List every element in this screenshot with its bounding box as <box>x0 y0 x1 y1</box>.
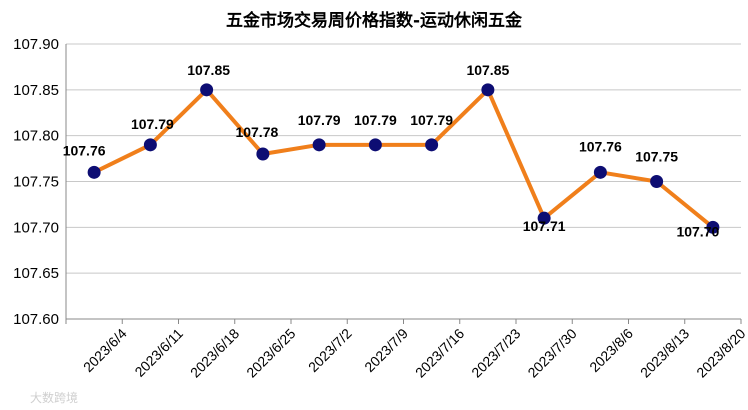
series-line <box>93 87 715 229</box>
data-point <box>593 165 607 179</box>
y-tick-label: 107.75 <box>13 174 59 191</box>
y-tick-label: 107.85 <box>13 82 59 99</box>
grid-layer <box>66 43 741 320</box>
data-label: 107.70 <box>676 223 719 239</box>
x-tick-label: 2023/6/25 <box>243 325 299 381</box>
series-layer <box>87 83 720 234</box>
data-label: 107.76 <box>579 138 622 154</box>
x-tick-label: 2023/6/11 <box>131 325 186 380</box>
data-label: 107.79 <box>131 116 174 132</box>
x-tick-label: 2023/7/2 <box>305 325 355 375</box>
x-tick-label: 2023/7/16 <box>412 325 468 381</box>
x-tick-label: 2023/6/4 <box>80 325 130 375</box>
y-tick-label: 107.65 <box>13 265 59 282</box>
data-point <box>87 165 101 179</box>
watermark: 大数跨境 <box>30 390 78 405</box>
data-point <box>537 211 551 225</box>
data-point <box>143 138 157 152</box>
x-tick-label: 2023/8/13 <box>637 325 693 381</box>
x-axis: 2023/6/4 2023/6/11 2023/6/18 2023/6/25 2023/… <box>65 318 748 381</box>
data-label: 107.79 <box>354 112 397 128</box>
data-point <box>200 83 214 97</box>
data-label: 107.75 <box>635 149 678 165</box>
x-tick-label: 2023/7/23 <box>468 325 524 381</box>
data-label-layer: 107.76 107.79 107.85 107.78 107.79 107.79 107.… <box>63 62 720 239</box>
data-label: 107.85 <box>466 62 509 78</box>
x-tick-label: 2023/7/30 <box>524 325 580 381</box>
data-point <box>706 220 720 234</box>
y-tick-label: 107.90 <box>13 36 59 53</box>
x-tick-label: 2023/8/6 <box>586 325 636 375</box>
data-label: 107.76 <box>63 142 106 158</box>
data-label: 107.71 <box>523 218 566 234</box>
data-point <box>312 138 326 152</box>
data-label: 107.79 <box>410 112 453 128</box>
data-point <box>481 83 495 97</box>
x-tick-label: 2023/6/18 <box>187 325 243 381</box>
x-tick-label: 2023/7/9 <box>361 325 411 375</box>
y-tick-label: 107.60 <box>13 311 59 328</box>
data-point <box>650 175 664 188</box>
x-tick-label: 2023/8/20 <box>693 325 748 381</box>
data-label: 107.78 <box>235 124 278 140</box>
data-point <box>425 138 439 152</box>
y-tick-label: 107.80 <box>13 128 59 145</box>
y-tick-label: 107.70 <box>13 219 59 236</box>
y-axis: 107.60 107.65 107.70 107.75 107.80 107.85 107.… <box>13 36 67 328</box>
chart-title: 五金市场交易周价格指数-运动休闲五金 <box>226 10 523 31</box>
data-point <box>368 138 382 152</box>
data-point <box>256 147 270 161</box>
data-label: 107.79 <box>298 112 341 128</box>
data-label: 107.85 <box>187 62 230 78</box>
